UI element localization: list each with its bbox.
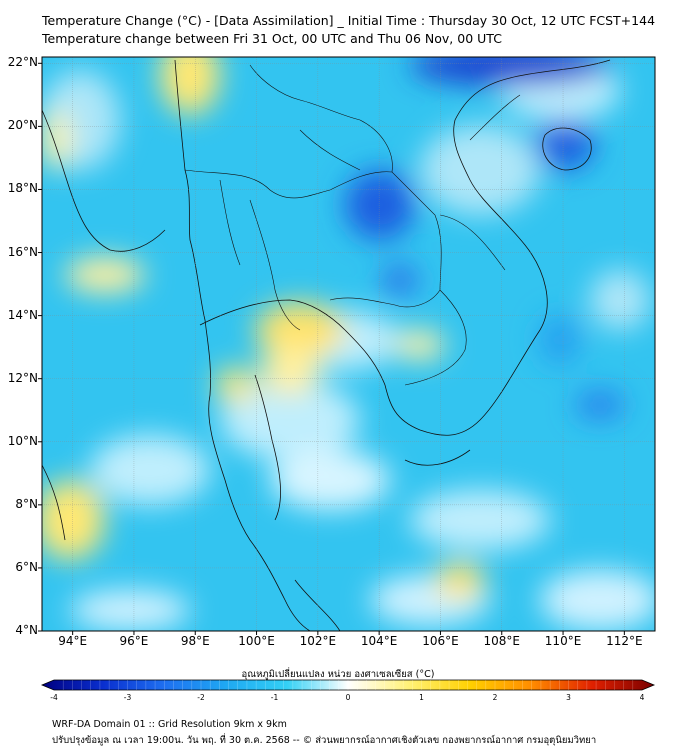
lon-label: 104°E [360,634,398,648]
lon-label: 96°E [119,634,149,648]
lat-label: 10°N [7,433,38,448]
lat-label: 22°N [7,55,38,70]
lon-label: 100°E [238,634,275,648]
map-frame [41,56,656,632]
map-subtitle: Temperature change between Fri 31 Oct, 0… [42,31,502,46]
field-layer [42,57,655,631]
colorbar [40,679,656,691]
lat-label: 18°N [7,181,38,196]
lon-label: 106°E [422,634,459,648]
colorbar-tick-label: 1 [419,693,424,702]
lon-label: 112°E [606,634,643,648]
colorbar-tick-label: 3 [566,693,571,702]
colorbar-tick-label: 4 [639,693,645,702]
map-title: Temperature Change (°C) - [Data Assimila… [42,13,656,28]
colorbar-tick-label: -1 [270,693,279,702]
footer-model-info: WRF-DA Domain 01 :: Grid Resolution 9km … [52,719,287,730]
colorbar-title: อุณหภูมิเปลี่ยนแปลง หน่วย องศาเซลเซียส (… [241,669,435,680]
colorbar-tick-label: -4 [50,693,58,702]
colorbar-bar [40,679,656,691]
lat-label: 16°N [7,244,38,259]
lat-label: 14°N [7,307,38,322]
colorbar-tick-label: 0 [345,693,351,702]
colorbar-tick-label: -2 [197,693,205,702]
gridlines [42,57,655,631]
colorbar-tick-label: -3 [123,693,132,702]
lon-label: 94°E [58,634,88,648]
lon-label: 98°E [180,634,210,648]
lat-label: 8°N [15,496,38,511]
lon-label: 102°E [299,634,337,648]
political-borders [184,64,521,386]
lat-label: 4°N [15,623,38,637]
lat-label: 20°N [7,118,38,133]
colorbar-tick-label: 2 [492,693,498,702]
lon-label: 110°E [544,634,582,648]
lat-label: 12°N [7,370,38,385]
lat-label: 6°N [15,559,38,574]
lon-label: 108°E [483,634,521,648]
footer-update-info: ปรับปรุงข้อมูล ณ เวลา 19:00น. วัน พฤ. ที… [52,735,597,746]
coastlines [42,59,611,631]
